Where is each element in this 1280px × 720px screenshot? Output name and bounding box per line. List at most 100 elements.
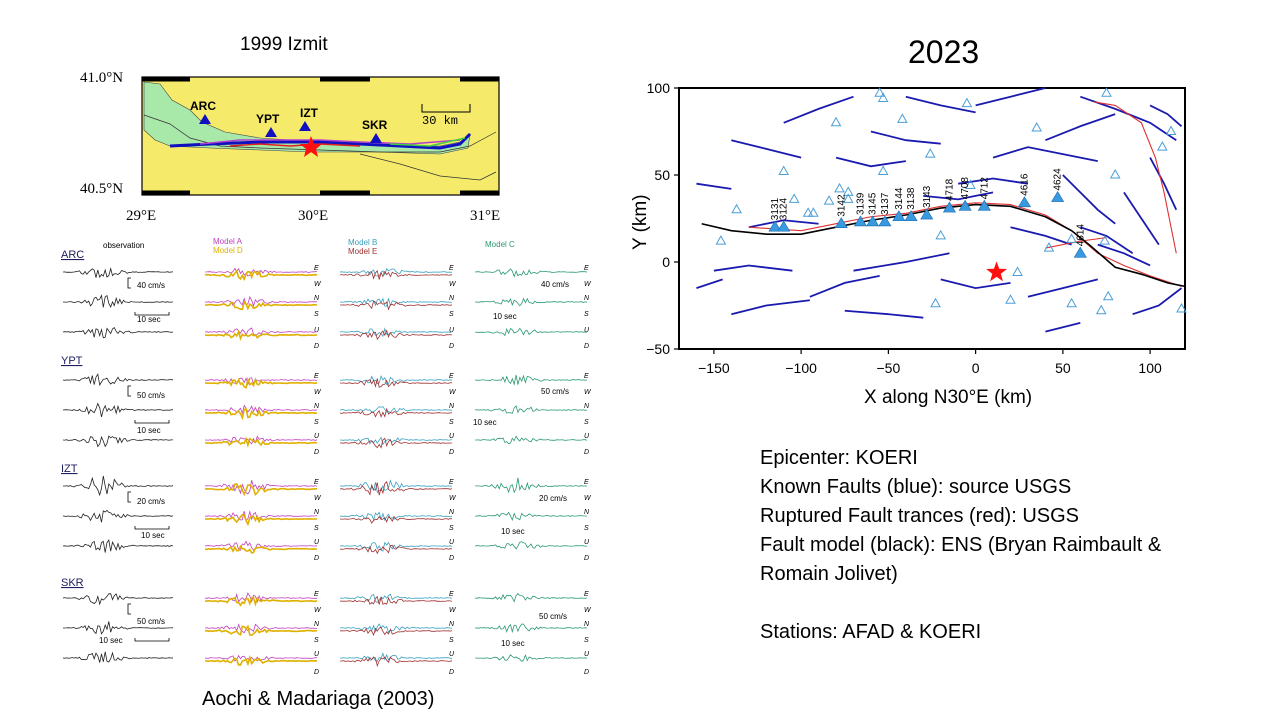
legend-stations: Stations: AFAD & KOERI (760, 621, 982, 643)
scale-label: 30 km (422, 114, 458, 128)
fault-model-line (701, 203, 1186, 288)
station-label-4624: 4624 (1053, 168, 1064, 191)
waveform-trace (339, 541, 453, 552)
legend-epicenter: Epicenter: KOERI (760, 447, 918, 469)
waveform-trace (339, 297, 453, 307)
component-label: S (314, 637, 319, 644)
component-label: W (584, 281, 592, 288)
waveform-trace (339, 515, 453, 524)
amp-scale-bar (127, 385, 131, 397)
component-label: N (584, 403, 590, 410)
station-marker (1066, 233, 1077, 243)
component-label: S (449, 525, 454, 532)
component-label: W (314, 281, 322, 288)
waveform-trace (474, 374, 588, 386)
component-label: E (314, 479, 319, 486)
station-label-4616: 4616 (1019, 173, 1030, 196)
citation-caption: Aochi & Madariaga (2003) (202, 688, 435, 710)
known-fault-trace (1123, 191, 1160, 246)
station-label-arc: ARC (190, 99, 216, 113)
waveform-trace (339, 329, 453, 340)
waveform-trace (339, 267, 453, 277)
waveform-trace (204, 623, 317, 634)
component-label: U (584, 539, 590, 546)
station-marker-3145 (866, 215, 880, 227)
waveform-trace (204, 592, 318, 604)
known-fault-trace (1027, 278, 1098, 298)
known-fault-trace (731, 299, 810, 316)
station-marker (930, 297, 941, 308)
component-label: E (584, 265, 589, 272)
waveform-trace (340, 300, 453, 311)
station-block-izt: IZT 20 cm/s 10 sec 20 cm/s 10 sec (61, 463, 567, 540)
lon-label-31: 31°E (470, 208, 500, 224)
component-label: D (449, 343, 454, 350)
waveform-trace (62, 402, 173, 417)
x-tick-label: −150 (698, 360, 730, 376)
station-marker (874, 87, 886, 97)
station-marker (802, 207, 814, 217)
waveform-trace (474, 654, 588, 663)
ruptured-fault-trace (1094, 101, 1177, 254)
y-axis-label: Y (km) (630, 194, 651, 250)
station-label-izt: IZT (300, 106, 319, 120)
station-label-3142: 3142 (836, 194, 847, 217)
waveform-trace (204, 376, 318, 389)
waveform-trace (62, 294, 174, 309)
station-block-skr: SKR 50 cm/s 10 sec 50 cm/s 10 sec (61, 577, 567, 648)
known-fault-trace (1149, 157, 1178, 211)
component-label: S (449, 419, 454, 426)
component-label: W (314, 389, 322, 396)
station-marker (778, 165, 790, 176)
waveform-trace (62, 651, 174, 663)
component-label: W (584, 389, 592, 396)
component-label: U (314, 539, 320, 546)
right-title: 2023 (908, 34, 980, 70)
amp-scale-arc-obs: 40 cm/s (137, 281, 165, 290)
station-label-4614: 4614 (1075, 224, 1086, 247)
time-scale-bar (134, 526, 170, 530)
waveform-trace (62, 509, 174, 523)
station-label-3139: 3139 (855, 192, 866, 215)
legend-known-faults: Known Faults (blue): source USGS (760, 476, 1072, 498)
known-fault-trace (1045, 322, 1081, 333)
component-label: U (314, 327, 320, 334)
waveform-trace (339, 436, 453, 446)
station-marker-4708 (958, 199, 972, 211)
amp-scale-arc-c: 40 cm/s (541, 280, 569, 289)
time-scale-arc-c: 10 sec (493, 312, 517, 321)
station-marker (807, 207, 819, 217)
component-label: U (584, 327, 590, 334)
epicenter-star-1999 (300, 136, 322, 157)
station-marker (830, 116, 842, 127)
station-marker-izt (299, 121, 311, 131)
waveform-trace (204, 295, 318, 308)
known-fault-trace (1062, 174, 1116, 225)
lat-label-bottom: 40.5°N (80, 181, 123, 197)
station-marker (1005, 294, 1016, 304)
component-label: W (584, 495, 592, 502)
waveform-trace (339, 407, 453, 418)
known-fault-trace (731, 139, 802, 159)
station-label-4712: 4712 (979, 177, 990, 200)
y-tick-label: 100 (647, 80, 671, 96)
known-fault-trace (923, 191, 994, 201)
y-tick-label: 0 (662, 254, 670, 270)
waveform-trace (474, 327, 588, 337)
known-fault-trace (1045, 113, 1116, 142)
station-marker (965, 179, 976, 189)
station-label-ypt: YPT (256, 112, 280, 126)
component-label: E (314, 591, 319, 598)
known-fault-trace (870, 130, 941, 145)
component-label: S (584, 525, 589, 532)
x-tick-label: 0 (972, 360, 980, 376)
component-label: S (314, 525, 319, 532)
component-label: U (584, 433, 590, 440)
waveform-trace (63, 475, 174, 497)
station-marker-arc (199, 114, 211, 124)
component-label: U (449, 327, 455, 334)
waveform-trace (62, 327, 174, 339)
station-marker-4616 (1017, 196, 1032, 208)
known-fault-trace (1097, 243, 1151, 267)
waveform-trace (339, 269, 453, 280)
